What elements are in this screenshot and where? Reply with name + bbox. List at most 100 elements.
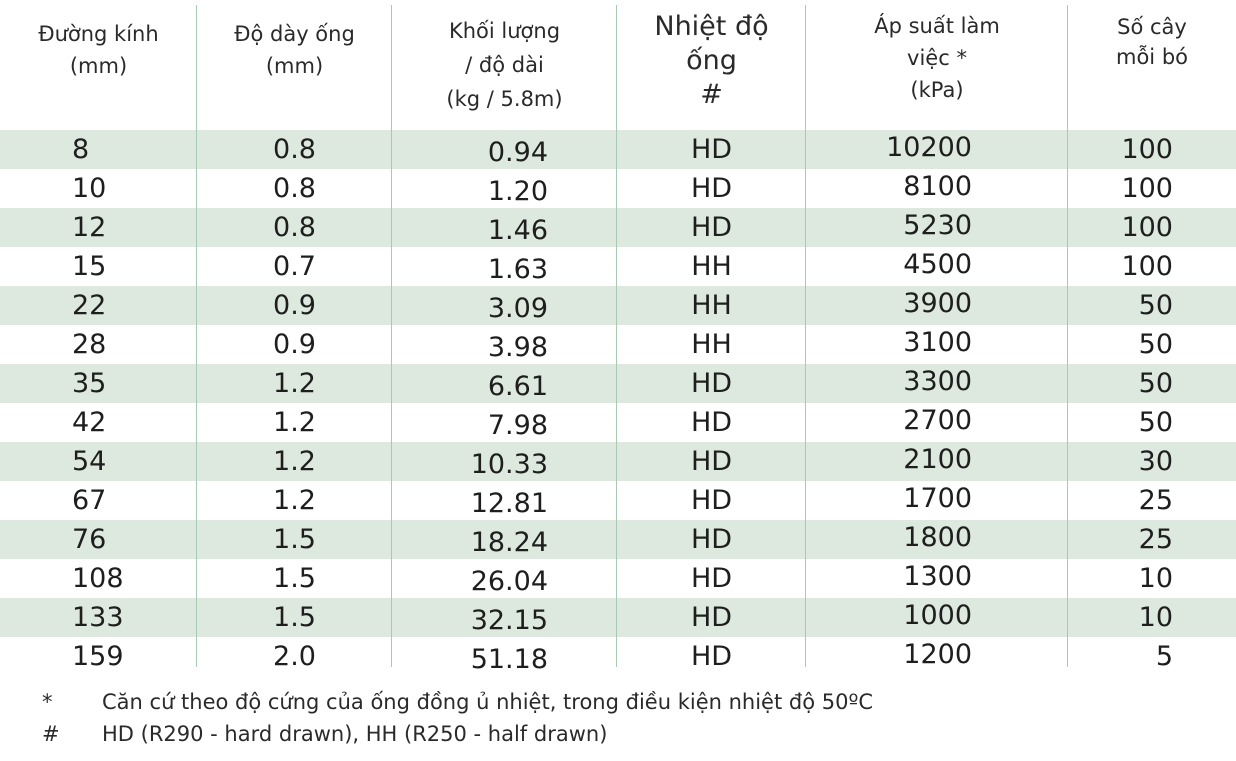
table-cell: 0.94 xyxy=(487,137,548,168)
table-row: 35 1.2 6.61 HD 3300 50 xyxy=(0,364,1236,403)
column-header-line: mỗi bó xyxy=(1116,45,1188,69)
table-cell: HD xyxy=(690,134,733,165)
footnote-pressure: * Căn cứ theo độ cứng của ống đồng ủ nhi… xyxy=(0,690,1236,720)
table-cell: 3.98 xyxy=(487,332,548,363)
table-row: 10 0.8 1.20 HD 8100 100 xyxy=(0,169,1236,208)
column-header-line: Khối lượng xyxy=(448,19,561,43)
table-cell: 15 xyxy=(72,251,107,282)
table-cell: 2.0 xyxy=(273,641,316,672)
table-cell: 8100 xyxy=(903,171,972,202)
column-header-line: Số cây xyxy=(1117,15,1187,39)
table-row: 15 0.7 1.63 HH 4500 100 xyxy=(0,247,1236,286)
footnote-symbol: # xyxy=(42,722,60,746)
table-cell: 0.9 xyxy=(273,329,316,360)
table-cell: 7.98 xyxy=(487,410,548,441)
table-cell: 1800 xyxy=(903,522,972,553)
table-cell: 1.5 xyxy=(273,563,316,594)
table-row: 54 1.2 10.33 HD 2100 30 xyxy=(0,442,1236,481)
table-cell: HD xyxy=(690,212,733,243)
table-cell: 5 xyxy=(1155,641,1173,672)
table-cell: 2700 xyxy=(903,405,972,436)
footnote-symbol: * xyxy=(42,690,53,714)
table-cell: 51.18 xyxy=(470,644,548,675)
table-cell: 6.61 xyxy=(487,371,548,402)
table-cell: HD xyxy=(690,524,733,555)
table-cell: 10 xyxy=(72,173,107,204)
table-cell: 4500 xyxy=(903,249,972,280)
table-cell: 0.9 xyxy=(273,290,316,321)
column-header-line: Nhiệt độ xyxy=(654,11,769,42)
table-cell: 1700 xyxy=(903,483,972,514)
table-cell: 100 xyxy=(1121,212,1173,243)
table-cell: 50 xyxy=(1138,290,1173,321)
table-cell: 12 xyxy=(72,212,107,243)
column-header-line: (mm) xyxy=(69,54,128,78)
column-header-2: Khối lượng / độ dài (kg / 5.8m) xyxy=(392,14,617,116)
table-cell: 1.2 xyxy=(273,446,316,477)
table-row: 67 1.2 12.81 HD 1700 25 xyxy=(0,481,1236,520)
table-cell: 3300 xyxy=(903,366,972,397)
column-header-4: Áp suất làm việc * (kPa) xyxy=(806,10,1068,106)
table-cell: HD xyxy=(690,368,733,399)
table-cell: 100 xyxy=(1121,251,1173,282)
column-header-line: / độ dài xyxy=(465,53,544,77)
footnote-text: Căn cứ theo độ cứng của ống đồng ủ nhiệt… xyxy=(102,690,874,714)
column-header-5: Số cây mỗi bó xyxy=(1068,12,1236,72)
table-cell: 0.7 xyxy=(273,251,316,282)
table-row: 76 1.5 18.24 HD 1800 25 xyxy=(0,520,1236,559)
table-cell: 54 xyxy=(72,446,107,477)
table-cell: HD xyxy=(690,485,733,516)
table-cell: 1.5 xyxy=(273,602,316,633)
table-cell: 10.33 xyxy=(470,449,548,480)
table-row: 22 0.9 3.09 HH 3900 50 xyxy=(0,286,1236,325)
table-cell: 25 xyxy=(1138,524,1173,555)
table-cell: 3100 xyxy=(903,327,972,358)
column-header-0: Đường kính (mm) xyxy=(0,18,197,82)
column-header-line: (mm) xyxy=(265,54,324,78)
table-cell: 133 xyxy=(72,602,124,633)
table-cell: 50 xyxy=(1138,329,1173,360)
footnote-temper: # HD (R290 - hard drawn), HH (R250 - hal… xyxy=(0,722,1236,752)
table-row: 133 1.5 32.15 HD 1000 10 xyxy=(0,598,1236,637)
table-cell: HD xyxy=(690,407,733,438)
table-cell: 2100 xyxy=(903,444,972,475)
table-cell: 10200 xyxy=(886,132,972,163)
table-cell: 100 xyxy=(1121,173,1173,204)
pipe-spec-table: 8 0.8 0.94 HD 10200 100 10 0.8 1.20 HD 8100 100 12 0.… xyxy=(0,5,1236,675)
table-cell: 1.2 xyxy=(273,407,316,438)
table-cell: HD xyxy=(690,563,733,594)
column-header-line: ống xyxy=(686,45,737,76)
table-row: 28 0.9 3.98 HH 3100 50 xyxy=(0,325,1236,364)
table-cell: 0.8 xyxy=(273,173,316,204)
table-cell: 67 xyxy=(72,485,107,516)
table-cell: 1200 xyxy=(903,639,972,670)
table-row: 8 0.8 0.94 HD 10200 100 xyxy=(0,130,1236,169)
table-cell: 1.20 xyxy=(487,176,548,207)
table-cell: 3.09 xyxy=(487,293,548,324)
column-header-line: # xyxy=(700,79,723,110)
table-cell: 0.8 xyxy=(273,134,316,165)
table-cell: 10 xyxy=(1138,563,1173,594)
table-cell: HH xyxy=(691,251,732,282)
table-cell: 10 xyxy=(1138,602,1173,633)
table-cell: 32.15 xyxy=(470,605,548,636)
column-header-1: Độ dày ống (mm) xyxy=(197,18,392,82)
table-cell: 1300 xyxy=(903,561,972,592)
table-cell: 30 xyxy=(1138,446,1173,477)
column-divider xyxy=(805,5,806,667)
column-header-line: (kPa) xyxy=(910,78,964,102)
table-cell: 159 xyxy=(72,641,124,672)
column-divider xyxy=(1067,5,1068,667)
table-cell: HH xyxy=(691,329,732,360)
table-cell: HD xyxy=(690,173,733,204)
column-header-line: việc * xyxy=(907,46,967,70)
table-cell: 26.04 xyxy=(470,566,548,597)
column-header-3: Nhiệt độ ống # xyxy=(617,10,806,112)
column-header-line: Độ dày ống xyxy=(234,22,355,46)
table-cell: 8 xyxy=(72,134,90,165)
table-cell: 42 xyxy=(72,407,107,438)
table-row: 108 1.5 26.04 HD 1300 10 xyxy=(0,559,1236,598)
footnote-text: HD (R290 - hard drawn), HH (R250 - half … xyxy=(102,722,608,746)
table-cell: 1.63 xyxy=(487,254,548,285)
table-row: 159 2.0 51.18 HD 1200 5 xyxy=(0,637,1236,676)
